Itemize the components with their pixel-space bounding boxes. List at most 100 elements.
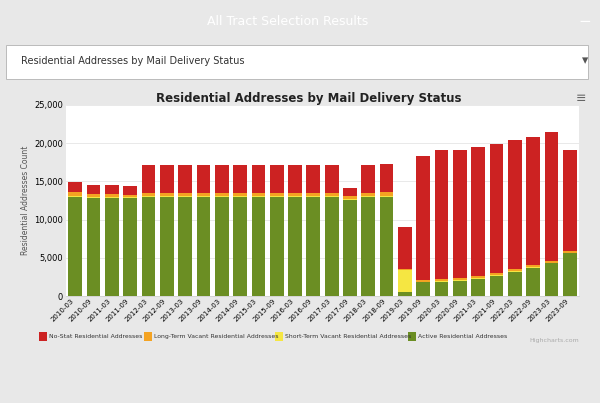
Bar — [563, 251, 577, 253]
Bar — [123, 197, 137, 198]
Bar — [160, 193, 173, 196]
Bar — [105, 194, 119, 197]
Bar — [453, 280, 467, 281]
Bar — [68, 193, 82, 195]
Bar — [142, 196, 155, 197]
Bar — [233, 193, 247, 196]
Bar — [142, 165, 155, 193]
Bar — [160, 196, 173, 197]
Bar — [123, 195, 137, 197]
Bar — [435, 279, 448, 281]
Bar — [197, 165, 210, 193]
Bar — [105, 197, 119, 198]
Bar — [508, 272, 522, 296]
Bar — [416, 280, 430, 282]
Bar — [251, 165, 265, 193]
Y-axis label: Residential Addresses Count: Residential Addresses Count — [21, 146, 30, 255]
Bar — [270, 165, 284, 193]
Bar — [325, 165, 338, 193]
Bar — [526, 265, 540, 267]
Bar — [490, 144, 503, 273]
Bar — [197, 193, 210, 196]
Bar — [490, 273, 503, 275]
Bar — [307, 165, 320, 193]
Bar — [307, 196, 320, 197]
Bar — [325, 193, 338, 196]
Bar — [472, 276, 485, 278]
Bar — [508, 269, 522, 271]
Bar — [343, 201, 357, 296]
Bar — [197, 197, 210, 296]
Bar — [86, 185, 100, 194]
Bar — [233, 165, 247, 193]
Bar — [215, 196, 229, 197]
Bar — [398, 270, 412, 292]
Bar — [398, 269, 412, 270]
Bar — [307, 193, 320, 196]
Bar — [545, 262, 559, 263]
Bar — [361, 165, 375, 193]
Bar — [545, 263, 559, 296]
Bar — [343, 188, 357, 196]
Bar — [343, 199, 357, 201]
Bar — [343, 196, 357, 199]
Bar — [270, 197, 284, 296]
Bar — [142, 193, 155, 196]
Bar — [508, 140, 522, 269]
Text: ▾: ▾ — [582, 54, 588, 67]
Bar — [160, 197, 173, 296]
Bar — [68, 197, 82, 296]
Bar — [288, 165, 302, 193]
Bar — [563, 253, 577, 296]
Bar — [361, 196, 375, 197]
Bar — [453, 281, 467, 296]
Bar — [123, 198, 137, 296]
Bar — [270, 193, 284, 196]
Bar — [380, 164, 394, 193]
Bar — [453, 150, 467, 278]
Text: Residential Addresses by Mail Delivery Status: Residential Addresses by Mail Delivery S… — [21, 56, 245, 66]
Bar — [251, 193, 265, 196]
Bar — [178, 197, 192, 296]
Text: −: − — [578, 14, 592, 29]
Bar — [526, 137, 540, 265]
Bar — [215, 197, 229, 296]
Bar — [435, 282, 448, 296]
Bar — [178, 193, 192, 196]
Bar — [380, 193, 394, 195]
Bar — [251, 196, 265, 197]
Bar — [416, 156, 430, 280]
Bar — [288, 193, 302, 196]
FancyBboxPatch shape — [6, 45, 588, 79]
Bar — [563, 150, 577, 251]
Text: No-Stat Residential Addresses: No-Stat Residential Addresses — [49, 334, 143, 339]
Bar — [178, 196, 192, 197]
Bar — [142, 197, 155, 296]
Bar — [490, 276, 503, 296]
Bar — [86, 198, 100, 296]
Bar — [288, 197, 302, 296]
Bar — [416, 282, 430, 283]
Bar — [453, 278, 467, 280]
Bar — [307, 197, 320, 296]
Bar — [545, 132, 559, 261]
Bar — [416, 283, 430, 296]
Text: All Tract Selection Results: All Tract Selection Results — [208, 15, 368, 28]
Bar — [490, 275, 503, 276]
Bar — [526, 268, 540, 296]
Bar — [160, 165, 173, 193]
Bar — [380, 195, 394, 197]
Bar — [86, 194, 100, 197]
Text: Short-Term Vacant Residential Addresses: Short-Term Vacant Residential Addresses — [285, 334, 411, 339]
Bar — [361, 197, 375, 296]
Bar — [361, 193, 375, 196]
Bar — [472, 278, 485, 296]
Bar — [233, 196, 247, 197]
Bar — [215, 165, 229, 193]
Bar — [325, 196, 338, 197]
Text: ≡: ≡ — [575, 92, 586, 105]
Bar — [380, 197, 394, 296]
Bar — [178, 165, 192, 193]
Bar — [105, 185, 119, 194]
Bar — [526, 267, 540, 268]
